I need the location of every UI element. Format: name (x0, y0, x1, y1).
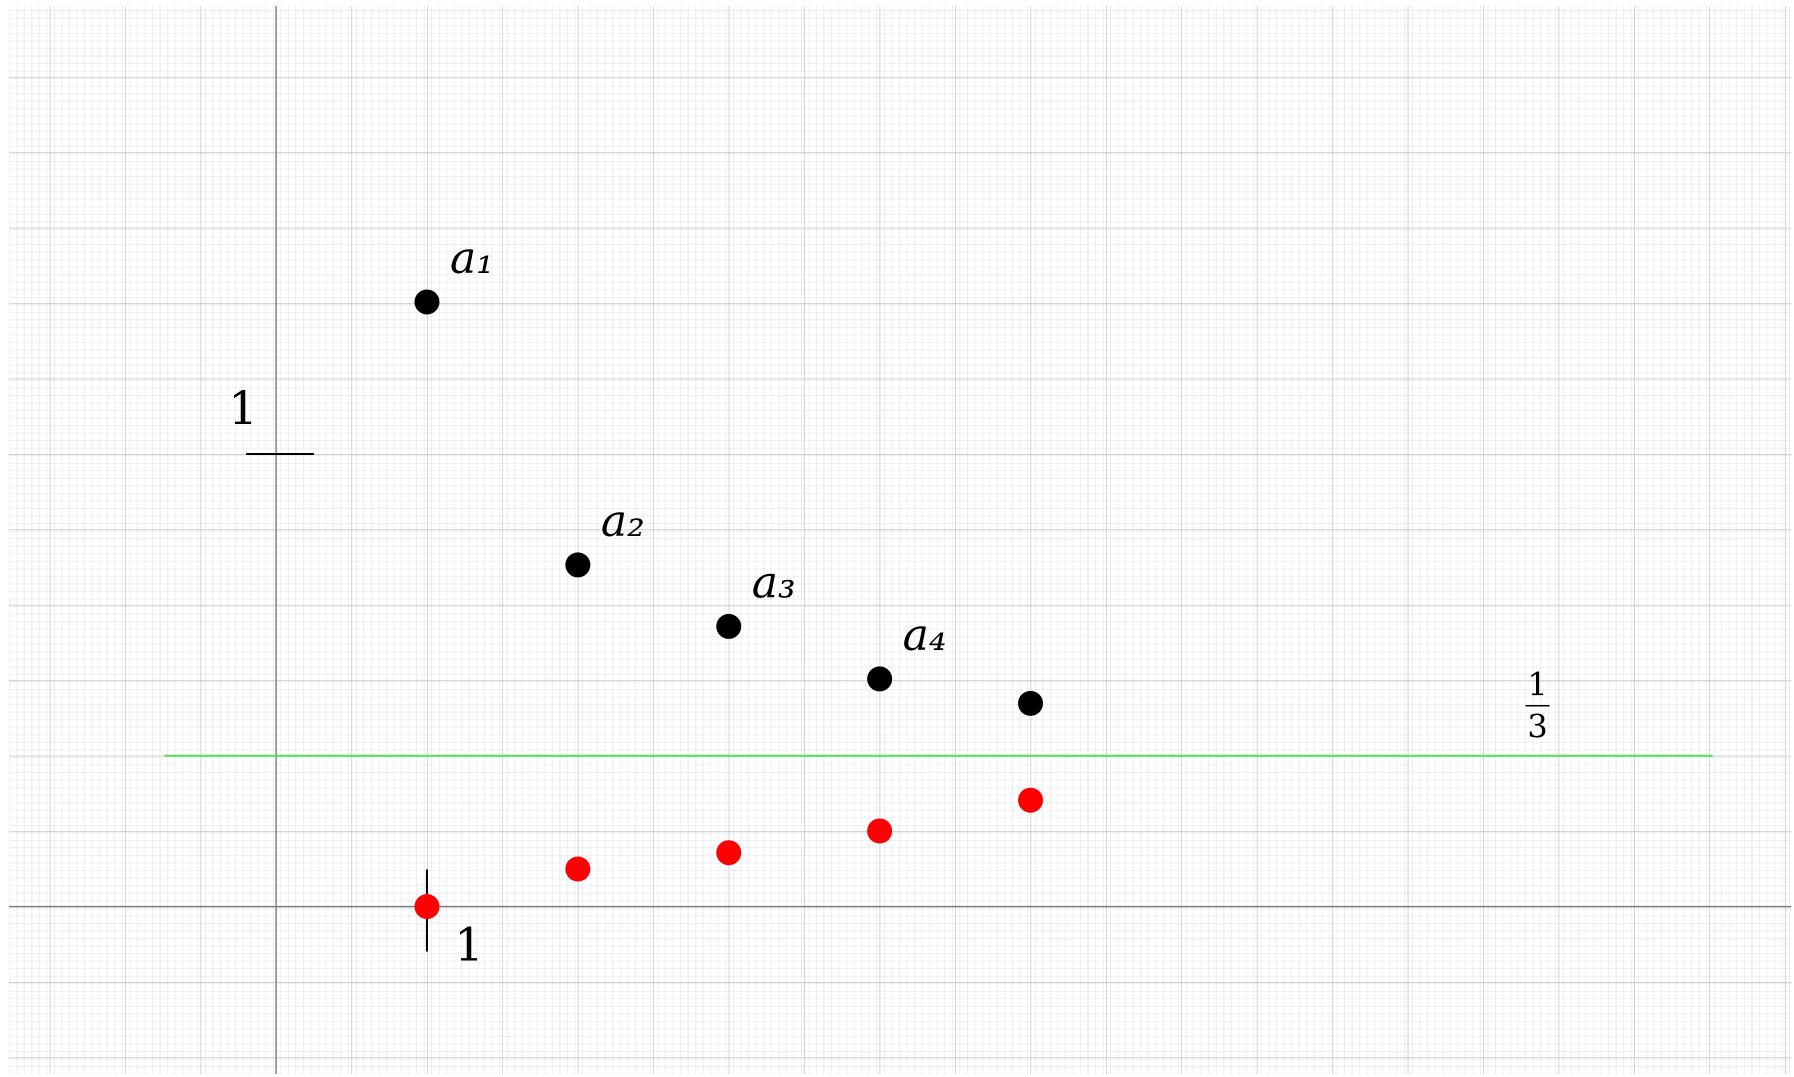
point (565, 552, 591, 578)
point (867, 818, 893, 844)
point (867, 666, 893, 692)
limit-denominator: 3 (1527, 708, 1547, 746)
y-tick-label: 1 (228, 381, 257, 435)
point (414, 289, 440, 315)
point (414, 894, 440, 920)
point-label: a₂ (601, 496, 645, 547)
point (1018, 787, 1044, 813)
graph-paper (9, 6, 1791, 1074)
point-label: a₄ (903, 610, 947, 661)
point (716, 840, 742, 866)
point-label: a₃ (752, 557, 796, 608)
point (716, 613, 742, 639)
x-tick-label: 1 (454, 918, 483, 972)
point (1018, 690, 1044, 716)
point (565, 856, 591, 882)
limit-numerator: 1 (1527, 666, 1547, 704)
point-label: a₁ (450, 233, 494, 284)
